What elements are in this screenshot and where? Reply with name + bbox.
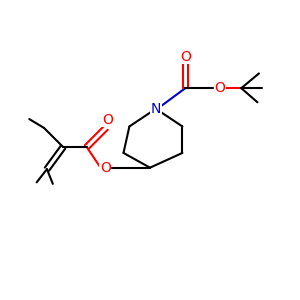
Text: O: O — [100, 161, 111, 175]
Text: O: O — [214, 81, 225, 95]
Text: O: O — [102, 113, 113, 127]
Text: O: O — [102, 113, 113, 127]
Text: O: O — [214, 81, 225, 95]
Text: O: O — [180, 50, 191, 64]
Text: O: O — [180, 50, 191, 64]
Text: N: N — [151, 102, 161, 116]
Text: O: O — [100, 161, 111, 175]
Text: N: N — [151, 102, 161, 116]
